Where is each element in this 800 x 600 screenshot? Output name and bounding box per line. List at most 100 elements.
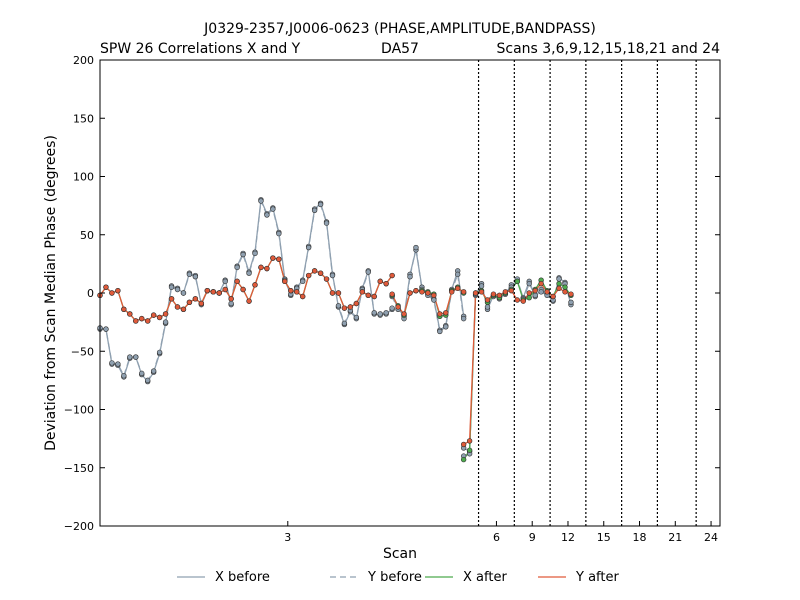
y-before-point <box>568 299 574 306</box>
y-after-point <box>210 289 216 295</box>
y-after-point <box>317 270 324 276</box>
y-after-point <box>156 314 163 321</box>
y-after-point <box>222 286 228 293</box>
y-after-point <box>240 286 246 293</box>
y-after-point <box>186 299 193 306</box>
y-before-point <box>299 278 306 285</box>
y-after-point <box>276 256 282 262</box>
chart-subtitle-right: Scans 3,6,9,12,15,18,21 and 24 <box>496 41 720 57</box>
x-after-point <box>466 447 473 453</box>
y-before-point <box>335 303 342 309</box>
x-tick-label: 3 <box>284 531 291 544</box>
y-before-point <box>246 270 252 276</box>
y-after-point <box>425 290 431 296</box>
y-after-point <box>192 296 199 302</box>
y-after-point <box>389 272 395 279</box>
y-after-point <box>460 441 467 448</box>
y-after-point <box>484 297 491 303</box>
y-after-point <box>502 289 509 295</box>
y-after-point <box>121 306 127 313</box>
y-after-point <box>407 290 413 296</box>
y-after-point <box>294 289 300 295</box>
y-before-point <box>109 360 115 366</box>
x-tick-label: 21 <box>668 531 682 544</box>
y-after-point <box>162 311 169 317</box>
y-after-point <box>234 278 240 285</box>
y-after-point <box>204 287 211 294</box>
x-tick-label: 6 <box>493 531 500 544</box>
y-tick-label: 200 <box>73 54 94 67</box>
y-before-point <box>365 269 371 275</box>
y-before-point <box>180 290 187 296</box>
chart-subtitle-left: SPW 26 Correlations X and Y <box>100 41 301 57</box>
y-before-point <box>538 289 544 295</box>
y-before-point <box>460 315 467 322</box>
y-before-point <box>329 272 336 279</box>
y-after-line-2 <box>463 282 572 446</box>
x-before-line-2 <box>463 276 572 453</box>
y-after-point <box>472 290 479 296</box>
y-before-point <box>371 310 377 316</box>
y-after-point <box>282 278 288 285</box>
y-after-point <box>216 290 222 296</box>
y-before-point <box>323 220 330 226</box>
y-after-point <box>532 287 538 294</box>
y-tick-label: 100 <box>73 171 94 184</box>
y-after-point <box>133 318 139 324</box>
y-after-point <box>419 289 425 295</box>
y-after-point <box>562 289 568 295</box>
y-after-point <box>544 289 550 295</box>
y-before-point <box>431 297 437 303</box>
y-after-point <box>144 318 151 324</box>
y-axis-label: Deviation from Scan Median Phase (degree… <box>43 135 59 451</box>
y-before-point <box>103 326 109 332</box>
y-after-point <box>520 298 526 304</box>
y-after-point <box>198 300 205 307</box>
y-before-point <box>186 271 193 278</box>
y-before-point <box>139 370 145 377</box>
y-after-point <box>252 282 258 288</box>
y-after-point <box>395 304 401 310</box>
y-tick-label: 0 <box>87 287 94 300</box>
y-after-point <box>401 311 407 317</box>
y-tick-label: −150 <box>64 462 94 475</box>
y-after-point <box>383 280 389 287</box>
plot-area <box>99 197 572 460</box>
y-after-point <box>449 289 455 295</box>
y-tick-label: −50 <box>71 345 94 358</box>
y-after-point <box>246 298 252 304</box>
y-before-point <box>222 278 228 285</box>
y-before-line-2 <box>463 277 572 457</box>
x-after-line-2 <box>463 278 572 460</box>
y-before-point <box>162 319 169 325</box>
y-after-point <box>431 292 437 299</box>
axes: −200 −150 −100 −50 0 50 100 150 200 3 6 9 12 15 18 21 24 <box>64 54 720 544</box>
y-after-point <box>353 300 360 307</box>
y-after-point <box>329 290 336 296</box>
y-before-point <box>270 206 276 212</box>
y-after-point <box>103 284 109 290</box>
y-after-point <box>460 289 467 295</box>
y-after-point <box>150 312 157 318</box>
y-after-point <box>389 291 395 297</box>
y-after-point <box>437 311 443 317</box>
y-before-point <box>192 273 199 280</box>
y-after-point <box>115 287 121 294</box>
x-tick-label: 18 <box>633 531 647 544</box>
y-after-point <box>443 310 449 316</box>
y-after-point <box>127 311 133 317</box>
y-before-point <box>228 300 234 307</box>
y-after-point <box>258 264 264 271</box>
data-points <box>97 197 574 463</box>
y-after-point <box>335 290 342 296</box>
y-before-point <box>240 251 246 258</box>
y-before-point <box>443 324 449 330</box>
y-after-point <box>174 304 181 310</box>
x-tick-label: 15 <box>597 531 611 544</box>
y-after-point <box>288 287 294 294</box>
y-before-point <box>174 286 181 293</box>
y-after-point <box>490 291 497 297</box>
chart-title: J0329-2357,J0006-0623 (PHASE,AMPLITUDE,B… <box>203 21 596 37</box>
y-after-point <box>109 290 115 296</box>
